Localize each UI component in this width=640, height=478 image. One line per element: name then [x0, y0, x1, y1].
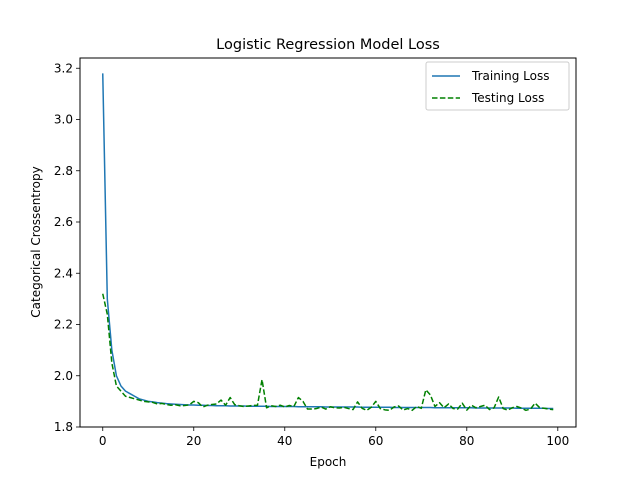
y-tick-label: 2.4 [54, 266, 73, 280]
x-tick-label: 40 [277, 434, 292, 448]
series-line-testing-loss [102, 293, 554, 412]
y-tick-label: 2.0 [54, 369, 73, 383]
x-tick-label: 100 [546, 434, 569, 448]
y-tick-label: 1.8 [54, 420, 73, 434]
chart-title: Logistic Regression Model Loss [216, 37, 440, 53]
plot-frame [79, 57, 577, 428]
legend: Training Loss Testing Loss [425, 61, 570, 111]
x-tick-label: 20 [186, 434, 201, 448]
series-line-training-loss [102, 73, 554, 410]
x-tick-label: 80 [459, 434, 474, 448]
x-axis-label: Epoch [310, 455, 347, 469]
y-tick-label: 3.2 [54, 61, 73, 75]
y-axis-label: Categorical Crossentropy [29, 166, 43, 317]
y-tick-label: 2.2 [54, 318, 73, 332]
legend-entry: Testing Loss [471, 91, 544, 105]
x-tick-label: 60 [368, 434, 383, 448]
x-tick-label: 0 [99, 434, 107, 448]
legend-box [425, 61, 570, 111]
legend-entry: Training Loss [471, 69, 549, 83]
y-tick-label: 3.0 [54, 113, 73, 127]
y-tick-label: 2.6 [54, 215, 73, 229]
y-tick-label: 2.8 [54, 164, 73, 178]
